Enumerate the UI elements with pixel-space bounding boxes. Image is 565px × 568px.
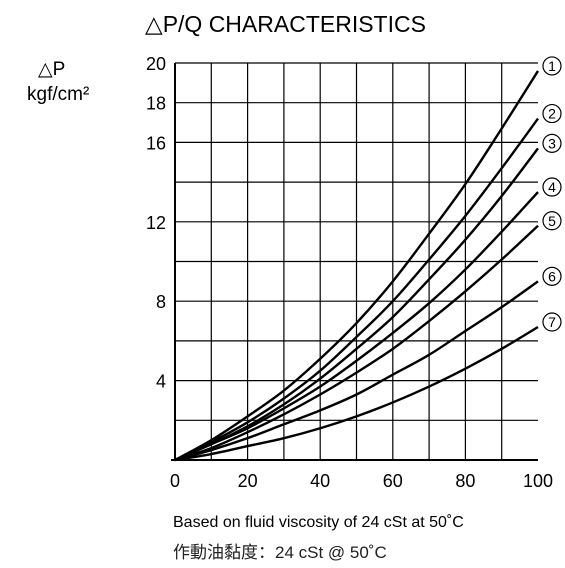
series-label-6: 6 bbox=[542, 266, 562, 286]
series-line-6 bbox=[174, 280, 539, 462]
series-label-circle bbox=[542, 133, 562, 153]
series-label-1: 1 bbox=[542, 56, 562, 76]
grid bbox=[175, 62, 538, 460]
y-axis-label: △P bbox=[38, 59, 65, 80]
series-line-5 bbox=[174, 224, 539, 462]
series-line-1 bbox=[174, 70, 540, 462]
y-tick-label: 20 bbox=[146, 54, 166, 74]
series-label-text: 3 bbox=[548, 135, 556, 151]
series-line-3 bbox=[174, 147, 539, 462]
x-tick-label: 0 bbox=[170, 471, 180, 491]
y-axis-unit: kgf/cm² bbox=[27, 84, 89, 105]
series-label-text: 6 bbox=[548, 268, 556, 284]
series-label-circle bbox=[542, 266, 562, 286]
y-tick-label: 18 bbox=[146, 94, 166, 114]
x-tick-label: 20 bbox=[238, 471, 258, 491]
y-tick-label: 12 bbox=[146, 213, 166, 233]
x-tick-label: 40 bbox=[310, 471, 330, 491]
series-label-circle bbox=[542, 211, 562, 231]
series-label-2: 2 bbox=[542, 103, 562, 124]
series-label-circle bbox=[542, 103, 562, 124]
x-tick-label: 60 bbox=[383, 471, 403, 491]
series-line-7 bbox=[174, 325, 539, 462]
x-tick-label: 100 bbox=[523, 471, 553, 491]
series-label-7: 7 bbox=[542, 312, 562, 332]
series-label-text: 7 bbox=[548, 314, 556, 330]
series-label-circle bbox=[542, 312, 562, 332]
series-lines bbox=[174, 70, 540, 462]
series-label-text: 2 bbox=[548, 106, 556, 122]
axes bbox=[171, 63, 538, 461]
series-label-3: 3 bbox=[542, 133, 562, 153]
viscosity-note: Based on fluid viscosity of 24 cSt at 50… bbox=[173, 514, 464, 531]
series-labels: 1 2 3 4 5 6 7 bbox=[542, 56, 562, 332]
series-label-text: 1 bbox=[548, 58, 556, 74]
x-tick-label: 80 bbox=[455, 471, 475, 491]
series-line-4 bbox=[174, 191, 539, 462]
series-line-2 bbox=[174, 117, 539, 462]
series-label-text: 5 bbox=[548, 213, 556, 229]
series-label-circle bbox=[542, 177, 562, 197]
y-tick-label: 4 bbox=[156, 372, 166, 392]
chart-title: △P/Q CHARACTERISTICS bbox=[145, 11, 426, 37]
series-label-4: 4 bbox=[542, 177, 562, 197]
y-tick-label: 16 bbox=[146, 133, 166, 153]
series-label-5: 5 bbox=[542, 211, 562, 231]
y-tick-label: 8 bbox=[156, 292, 166, 312]
series-label-circle bbox=[542, 56, 562, 76]
series-label-text: 4 bbox=[548, 179, 556, 195]
viscosity-note-cn: 作動油黏度：24 cSt @ 50˚C bbox=[173, 543, 387, 562]
